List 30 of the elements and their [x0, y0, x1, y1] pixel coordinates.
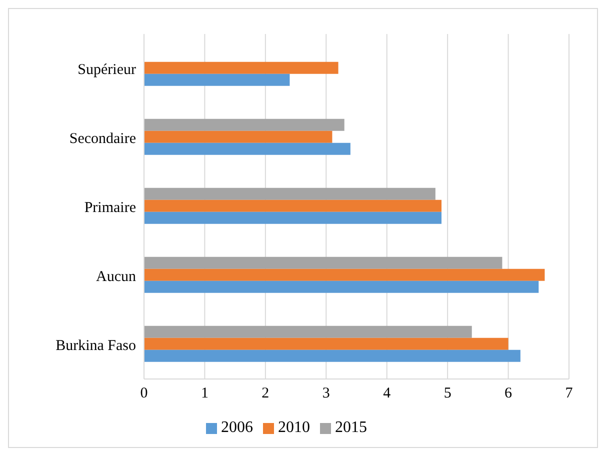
bar: [144, 188, 436, 200]
y-tick-label: Supérieur: [78, 62, 136, 78]
bar: [144, 118, 344, 131]
y-tick-label: Burkina Faso: [56, 338, 136, 354]
legend-label: 2006: [221, 419, 253, 436]
bar: [144, 212, 442, 224]
x-tick-label: 2: [262, 386, 270, 402]
bar: [144, 256, 502, 269]
bar: [144, 338, 508, 350]
x-tick-label: 4: [383, 386, 392, 402]
x-tick-label: 7: [565, 386, 574, 402]
legend-label: 2015: [335, 419, 367, 436]
bar: [144, 350, 520, 362]
bar: [144, 62, 338, 74]
bar: [144, 130, 332, 143]
legend-label: 2010: [278, 419, 310, 436]
x-tick-label: 3: [322, 386, 330, 402]
bar: [144, 74, 290, 86]
y-tick-label: Primaire: [84, 200, 136, 216]
x-tick-label: 1: [200, 386, 208, 402]
bar: [144, 200, 442, 212]
bar: [144, 326, 472, 338]
x-tick-label: 0: [140, 386, 148, 402]
bar: [144, 142, 350, 155]
y-tick-label: Aucun: [96, 268, 136, 285]
x-tick-label: 6: [504, 386, 513, 402]
bar: [144, 268, 545, 281]
bar: [144, 280, 539, 293]
x-tick-label: 5: [444, 386, 452, 402]
y-tick-label: Secondaire: [69, 130, 136, 147]
